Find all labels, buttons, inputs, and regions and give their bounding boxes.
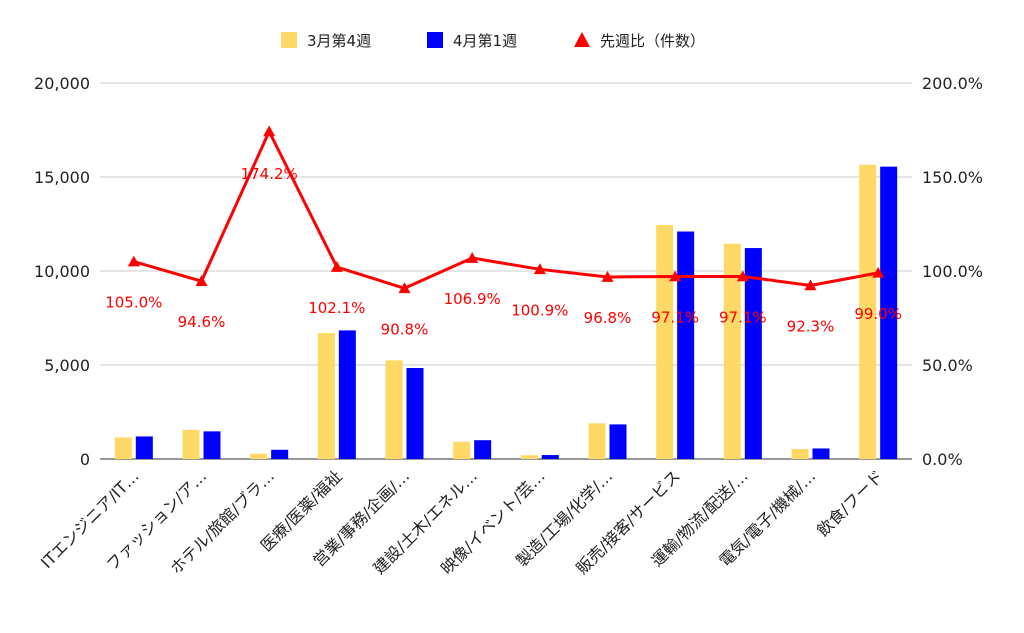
y-tick-label: 5,000 <box>44 356 90 375</box>
y-tick-label: 0 <box>80 450 90 469</box>
bar <box>541 455 559 459</box>
y2-tick-label: 0.0% <box>922 450 963 469</box>
ratio-data-label: 96.8% <box>584 309 632 327</box>
ratio-point <box>398 282 411 294</box>
ratio-data-label: 100.9% <box>511 301 568 319</box>
bar <box>385 360 403 459</box>
y2-tick-label: 50.0% <box>922 356 973 375</box>
ratio-data-label: 99.0% <box>854 305 902 323</box>
ratio-data-label: 97.1% <box>719 308 767 326</box>
bar <box>723 243 741 459</box>
ratio-point <box>127 255 140 267</box>
bar <box>880 166 898 459</box>
ratio-data-label: 102.1% <box>308 299 365 317</box>
y-tick-label: 10,000 <box>34 262 90 281</box>
ratio-point <box>872 266 885 278</box>
bar <box>317 333 335 459</box>
bar <box>453 441 471 459</box>
left-y-axis: 0 5,000 10,000 15,000 20,000 <box>34 74 90 469</box>
bar <box>182 429 200 459</box>
bar <box>114 437 132 459</box>
y2-tick-label: 200.0% <box>922 74 983 93</box>
bar <box>656 224 674 459</box>
ratio-data-label: 94.6% <box>178 313 226 331</box>
ratio-point <box>533 263 546 275</box>
ratio-point <box>330 261 343 272</box>
bar <box>250 453 268 459</box>
legend-label: 4月第1週 <box>453 32 517 50</box>
bar <box>859 164 877 459</box>
legend-swatch <box>427 32 443 48</box>
bar <box>338 330 356 459</box>
ratio-data-label: 174.2% <box>241 165 298 183</box>
legend-swatch <box>574 32 590 47</box>
bar <box>474 440 492 459</box>
bar <box>812 448 830 459</box>
legend: 3月第4週 4月第1週 先週比（件数） <box>281 32 705 50</box>
legend-label: 先週比（件数） <box>600 32 705 50</box>
bar <box>588 423 606 459</box>
ratio-point <box>466 252 479 263</box>
bar-series <box>114 164 898 459</box>
x-axis: ITエンジニア/IT…ファッション/ア…ホテル/旅館/ブラ…医療/医薬/福祉営業… <box>37 466 887 578</box>
bar <box>271 449 289 459</box>
ratio-line <box>133 130 879 290</box>
ratio-data-label: 106.9% <box>444 290 501 308</box>
bar <box>677 231 695 459</box>
category-label: 飲食/フード <box>813 466 887 540</box>
ratio-point <box>263 125 276 137</box>
legend-swatch <box>281 32 297 48</box>
bar <box>135 436 153 459</box>
bar <box>791 449 809 459</box>
gridlines <box>100 82 912 460</box>
legend-label: 3月第4週 <box>307 32 371 50</box>
ratio-point <box>736 270 749 282</box>
y2-tick-label: 150.0% <box>922 168 983 187</box>
y2-tick-label: 100.0% <box>922 262 983 281</box>
y-tick-label: 15,000 <box>34 168 90 187</box>
ratio-point <box>195 275 208 286</box>
ratio-line-series <box>127 125 885 294</box>
ratio-point <box>601 271 614 282</box>
y-tick-label: 20,000 <box>34 74 90 93</box>
ratio-data-label: 90.8% <box>381 320 429 338</box>
bar <box>609 424 627 459</box>
right-y-axis: 0.0% 50.0% 100.0% 150.0% 200.0% <box>922 74 983 469</box>
ratio-data-label: 97.1% <box>651 308 699 326</box>
ratio-data-label: 105.0% <box>105 294 162 312</box>
bar <box>203 431 221 459</box>
bar <box>520 455 538 459</box>
ratio-point <box>804 279 817 291</box>
ratio-data-labels: 105.0% 94.6% 174.2% 102.1% 90.8% 106.9% 100.9%… <box>105 165 902 338</box>
bar <box>744 248 762 459</box>
ratio-data-label: 92.3% <box>787 317 835 335</box>
ratio-point <box>669 270 682 282</box>
bar <box>406 368 424 459</box>
